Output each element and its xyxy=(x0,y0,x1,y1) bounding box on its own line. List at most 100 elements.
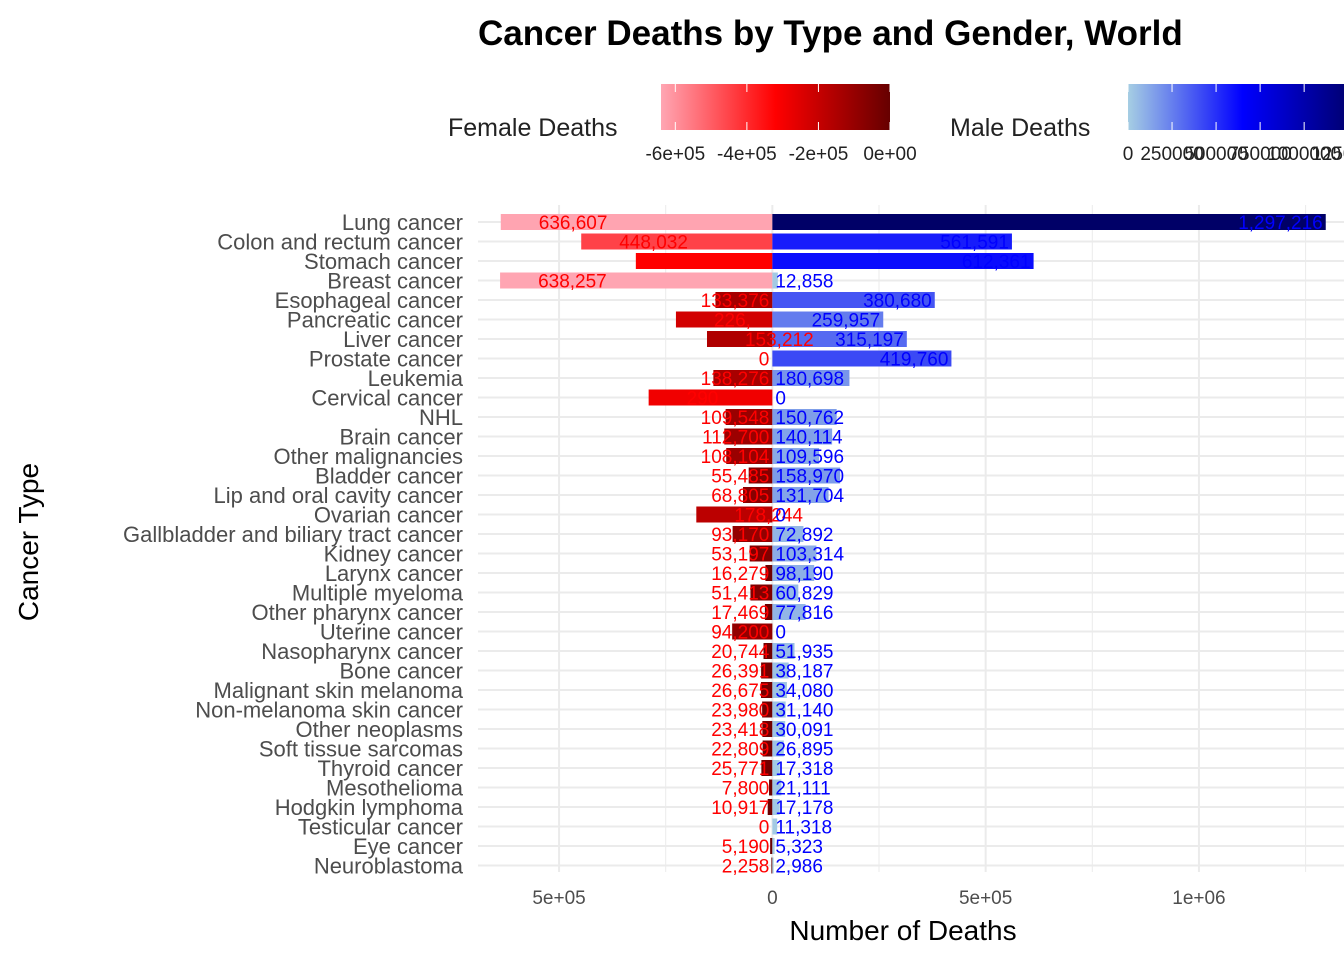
data-label-male: 17,178 xyxy=(775,798,833,819)
data-label-female: 25,771 xyxy=(711,759,769,780)
legend-female-title: Female Deaths xyxy=(448,114,618,142)
y-tick-label: Hodgkin lymphoma xyxy=(275,795,464,820)
data-label-male: 259,957 xyxy=(812,311,881,332)
bar-female-neuroblastoma xyxy=(771,857,773,874)
data-label-male: 26,895 xyxy=(775,740,833,761)
data-label-female: 5,190 xyxy=(722,837,770,858)
y-tick-label: Other neoplasms xyxy=(295,717,463,742)
y-tick-label: Other malignancies xyxy=(273,444,463,469)
legend-female-tick-label: -4e+05 xyxy=(717,144,777,165)
y-tick-label: Nasopharynx cancer xyxy=(261,639,463,664)
legend-male-tick-label: 1250000 xyxy=(1311,144,1344,165)
bar-male-larynx-cancer xyxy=(772,565,815,581)
bar-female-hodgkin-lymphoma xyxy=(767,799,773,815)
y-tick-label: Pancreatic cancer xyxy=(287,308,463,333)
y-tick-label: Uterine cancer xyxy=(320,620,463,645)
y-tick-label: Leukemia xyxy=(368,366,464,391)
bar-male-other-pharynx-cancer xyxy=(772,604,806,620)
bar-female-brain-cancer xyxy=(724,428,773,445)
data-label-female: 23,980 xyxy=(711,701,769,722)
y-tick-label: Eye cancer xyxy=(353,834,463,859)
bar-male-brain-cancer xyxy=(772,428,833,445)
bar-female-gallbladder-and-biliary-tract-cancer xyxy=(732,526,773,542)
data-label-female: 226, xyxy=(714,311,751,332)
y-axis-label: Cancer Type xyxy=(13,463,44,621)
data-label-female: 94,200 xyxy=(711,623,769,644)
bar-male-hodgkin-lymphoma xyxy=(772,799,780,815)
y-tick-label: Neuroblastoma xyxy=(314,854,464,879)
y-tick-label: Multiple myeloma xyxy=(292,581,464,606)
legend: Female Deaths Male Deaths -6e+05 -4e+05 -2… xyxy=(448,84,1344,165)
y-tick-label: Larynx cancer xyxy=(325,561,463,586)
legend-male-tick-label: 250000 xyxy=(1140,144,1203,165)
bar-male-lip-and-oral-cavity-cancer xyxy=(772,487,829,503)
bar-female-bone-cancer xyxy=(761,662,773,679)
bar-female-uterine-cancer xyxy=(732,623,773,640)
legend-male-tick-label: 1000000 xyxy=(1267,144,1341,165)
y-tick-label: Esophageal cancer xyxy=(275,288,463,313)
bar-male-nhl xyxy=(772,409,837,425)
data-label-female: 108,104 xyxy=(701,447,770,468)
data-label-female: 10,917 xyxy=(711,798,769,819)
data-label-female: 7,800 xyxy=(722,779,770,800)
bar-male-gallbladder-and-biliary-tract-cancer xyxy=(772,526,804,542)
bar-male-bone-cancer xyxy=(772,662,789,679)
bar-female-nasopharynx-cancer xyxy=(763,643,773,659)
data-label-female: 2,258 xyxy=(722,857,770,878)
bar-female-soft-tissue-sarcomas xyxy=(762,740,773,757)
bar-male-testicular-cancer xyxy=(772,818,778,835)
data-label-male: 5,323 xyxy=(775,837,823,858)
legend-female-tick-label: -2e+05 xyxy=(789,144,849,165)
data-label-male: 612,361 xyxy=(962,252,1031,273)
x-tick-label: 1e+06 xyxy=(1172,888,1225,909)
data-label-female: 0 xyxy=(759,350,770,371)
data-label-female: 0 xyxy=(759,818,770,839)
y-tick-label: Gallbladder and biliary tract cancer xyxy=(123,522,463,547)
y-tick-label: Malignant skin melanoma xyxy=(214,678,464,703)
x-tick-label: 5e+05 xyxy=(532,888,585,909)
data-label-female: 93,170 xyxy=(711,525,769,546)
data-label-female: 32 xyxy=(674,252,695,273)
bar-female-esophageal-cancer xyxy=(715,292,773,308)
bar-female-breast-cancer xyxy=(500,272,773,289)
data-label-male: 72,892 xyxy=(775,525,833,546)
y-tick-label: Soft tissue sarcomas xyxy=(259,737,463,762)
legend-male-tick-label: 750000 xyxy=(1228,144,1291,165)
data-label-male: 0 xyxy=(775,623,786,644)
legend-female-colorbar xyxy=(661,84,890,130)
data-label-male: 77,816 xyxy=(775,603,833,624)
data-label-male: 158,970 xyxy=(775,467,844,488)
legend-male-title: Male Deaths xyxy=(950,114,1090,142)
bar-male-bladder-cancer xyxy=(772,467,841,484)
y-tick-label: Thyroid cancer xyxy=(317,756,463,781)
legend-male-colorbar xyxy=(1128,84,1344,130)
y-tick-label: Colon and rectum cancer xyxy=(217,230,463,255)
x-tick-label: 0 xyxy=(767,888,778,909)
y-tick-label: Lip and oral cavity cancer xyxy=(214,483,463,508)
bar-male-neuroblastoma xyxy=(772,857,774,874)
bars xyxy=(500,214,1326,874)
bar-female-mesothelioma xyxy=(769,779,773,796)
data-label-male: 17,318 xyxy=(775,759,833,780)
bar-male-soft-tissue-sarcomas xyxy=(772,740,784,757)
data-label-male: 31,140 xyxy=(775,701,833,722)
y-tick-label: Bone cancer xyxy=(339,659,463,684)
bar-male-esophageal-cancer xyxy=(772,292,935,308)
y-tick-label: Non-melanoma skin cancer xyxy=(195,698,463,723)
bar-female-liver-cancer xyxy=(706,331,773,347)
y-tick-label: Other pharynx cancer xyxy=(251,600,463,625)
y-tick-label: Ovarian cancer xyxy=(314,503,463,528)
legend-male-tick-label: 500000 xyxy=(1184,144,1247,165)
bar-male-thyroid-cancer xyxy=(772,760,780,776)
bar-female-colon-and-rectum-cancer xyxy=(581,233,773,250)
data-label-male: 1,297,216 xyxy=(1238,213,1323,234)
data-label-female: 153,212 xyxy=(745,330,814,351)
bar-female-multiple-myeloma xyxy=(750,584,773,601)
x-axis-label: Number of Deaths xyxy=(789,915,1016,946)
data-label-male: 51,935 xyxy=(775,642,833,663)
bar-female-pancreatic-cancer xyxy=(675,311,773,328)
chart-title: Cancer Deaths by Type and Gender, World xyxy=(478,14,1183,53)
data-label-female: 20,744 xyxy=(711,642,770,663)
bar-female-nhl xyxy=(725,409,773,425)
bar-male-multiple-myeloma xyxy=(772,584,799,601)
